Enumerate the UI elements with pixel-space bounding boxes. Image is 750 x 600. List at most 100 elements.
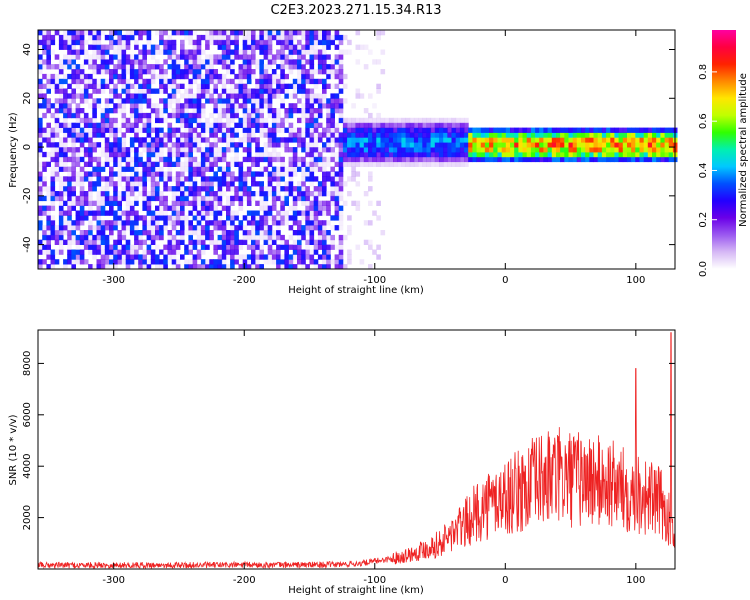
heatmap-cell bbox=[263, 93, 269, 99]
heatmap-cell bbox=[297, 88, 302, 94]
heatmap-cell bbox=[100, 166, 106, 172]
heatmap-cell bbox=[67, 234, 72, 241]
heatmap-cell bbox=[309, 103, 315, 109]
heatmap-cell bbox=[301, 210, 306, 216]
heatmap-cell bbox=[246, 142, 252, 148]
heatmap-cell bbox=[551, 137, 557, 143]
heatmap-cell bbox=[589, 147, 594, 153]
heatmap-cell bbox=[305, 30, 310, 36]
heatmap-cell bbox=[317, 205, 323, 211]
heatmap-cell bbox=[205, 137, 210, 143]
heatmap-cell bbox=[104, 259, 110, 265]
heatmap-cell bbox=[451, 156, 457, 163]
heatmap-cell bbox=[125, 161, 131, 167]
heatmap-cell bbox=[322, 254, 327, 260]
heatmap-cell bbox=[301, 59, 306, 65]
heatmap-cell bbox=[159, 83, 164, 89]
heatmap-cell bbox=[121, 230, 127, 236]
heatmap-cell bbox=[167, 112, 173, 119]
heatmap-cell bbox=[146, 259, 152, 265]
heatmap-cell bbox=[63, 112, 68, 119]
heatmap-cell bbox=[439, 156, 444, 163]
heatmap-cell bbox=[309, 249, 315, 255]
heatmap-cell bbox=[83, 210, 89, 216]
heatmap-cell bbox=[192, 239, 198, 245]
heatmap-cell bbox=[125, 44, 131, 50]
heatmap-cell bbox=[88, 195, 93, 202]
heatmap-cell bbox=[109, 73, 114, 80]
heatmap-cell bbox=[71, 234, 76, 241]
heatmap-cell bbox=[188, 156, 193, 163]
heatmap-cell bbox=[368, 49, 373, 55]
heatmap-cell bbox=[83, 112, 89, 119]
heatmap-cell bbox=[192, 69, 198, 75]
heatmap-cell bbox=[388, 127, 394, 133]
heatmap-cell bbox=[42, 230, 47, 236]
heatmap-cell bbox=[138, 161, 143, 167]
heatmap-cell bbox=[184, 30, 189, 36]
heatmap-cell bbox=[104, 64, 110, 70]
heatmap-cell bbox=[104, 117, 110, 124]
heatmap-cell bbox=[171, 30, 177, 36]
heatmap-cell bbox=[292, 64, 298, 70]
heatmap-cell bbox=[121, 220, 127, 226]
heatmap-cell bbox=[405, 151, 411, 158]
heatmap-cell bbox=[322, 132, 327, 138]
heatmap-cell bbox=[234, 54, 239, 60]
heatmap-cell bbox=[372, 147, 377, 153]
heatmap-cell bbox=[109, 254, 114, 260]
heatmap-cell bbox=[159, 30, 164, 36]
heatmap-cell bbox=[209, 98, 214, 104]
heatmap-cell bbox=[301, 215, 306, 221]
heatmap-cell bbox=[71, 132, 76, 138]
heatmap-cell bbox=[221, 39, 227, 46]
heatmap-cell bbox=[213, 220, 218, 226]
heatmap-cell bbox=[297, 73, 302, 80]
heatmap-cell bbox=[288, 244, 294, 250]
heatmap-cell bbox=[171, 225, 177, 231]
heatmap-cell bbox=[301, 186, 306, 192]
heatmap-cell bbox=[67, 64, 72, 70]
heatmap-cell bbox=[175, 205, 181, 211]
heatmap-cell bbox=[447, 161, 452, 167]
heatmap-cell bbox=[167, 64, 173, 70]
heatmap-cell bbox=[267, 181, 273, 187]
heatmap-cell bbox=[643, 142, 649, 148]
heatmap-cell bbox=[121, 83, 127, 89]
heatmap-cell bbox=[297, 132, 302, 138]
heatmap-cell bbox=[100, 122, 106, 128]
heatmap-cell bbox=[338, 166, 344, 172]
heatmap-cell bbox=[664, 127, 670, 133]
heatmap-cell bbox=[226, 137, 231, 143]
heatmap-cell bbox=[54, 239, 60, 245]
heatmap-cell bbox=[71, 69, 76, 75]
heatmap-cell bbox=[246, 88, 252, 94]
heatmap-cell bbox=[301, 176, 306, 182]
heatmap-cell bbox=[593, 151, 599, 158]
heatmap-cell bbox=[226, 93, 231, 99]
heatmap-cell bbox=[263, 215, 269, 221]
heatmap-cell bbox=[309, 210, 315, 216]
heatmap-cell bbox=[259, 205, 264, 211]
heatmap-cell bbox=[58, 59, 64, 65]
heatmap-cell bbox=[263, 142, 269, 148]
heatmap-cell bbox=[297, 195, 302, 202]
heatmap-cell bbox=[309, 93, 315, 99]
heatmap-cell bbox=[305, 254, 310, 260]
heatmap-cell bbox=[234, 161, 239, 167]
heatmap-cell bbox=[639, 151, 645, 158]
heatmap-cell bbox=[334, 30, 340, 36]
heatmap-cell bbox=[455, 147, 461, 153]
heatmap-cell bbox=[171, 186, 177, 192]
heatmap-cell bbox=[163, 39, 168, 46]
heatmap-cell bbox=[155, 59, 160, 65]
heatmap-cell bbox=[355, 137, 361, 143]
heatmap-cell bbox=[175, 30, 181, 36]
heatmap-cell bbox=[226, 44, 231, 50]
heatmap-cell bbox=[63, 151, 68, 158]
heatmap-cell bbox=[138, 78, 143, 85]
heatmap-cell bbox=[155, 151, 160, 158]
heatmap-cell bbox=[58, 225, 64, 231]
heatmap-cell bbox=[309, 59, 315, 65]
heatmap-cell bbox=[54, 132, 60, 138]
